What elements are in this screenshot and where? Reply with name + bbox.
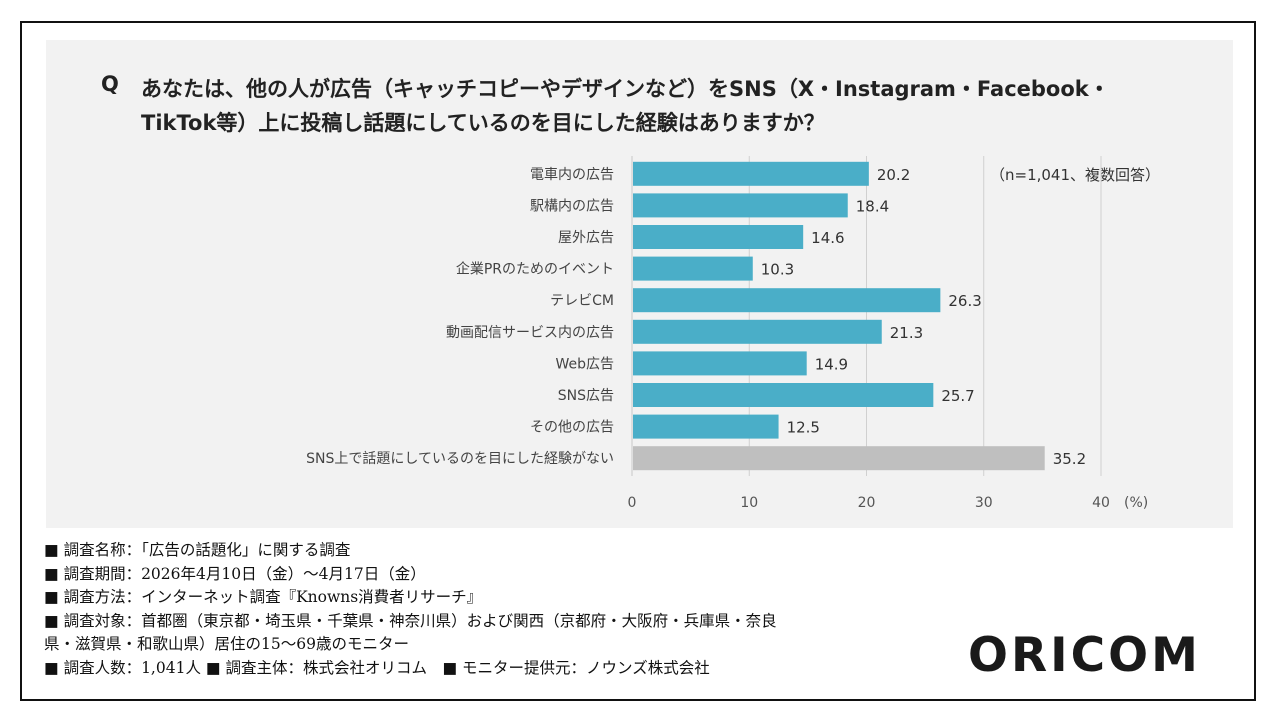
bar — [633, 414, 779, 439]
question-mark: Q — [101, 72, 119, 96]
category-label: 企業PRのためのイベント — [456, 261, 614, 278]
value-label: 12.5 — [787, 419, 820, 437]
company-logo: ORICOM — [968, 628, 1201, 683]
grid-lines — [631, 156, 1102, 476]
bar — [633, 193, 848, 218]
survey-name: ■ 調査名称：「広告の話題化」に関する調査 — [44, 541, 351, 559]
category-label: SNS広告 — [558, 388, 614, 404]
value-label: 14.9 — [815, 355, 848, 373]
bar — [633, 446, 1045, 471]
x-axis-ticks: 0 10 20 30 40 (%) — [628, 495, 1149, 511]
survey-method: ■ 調査方法：インターネット調査『Knowns消費者リサーチ』 — [44, 588, 483, 606]
value-label: 25.7 — [941, 387, 974, 405]
value-label: 26.3 — [948, 292, 981, 310]
bar — [633, 225, 804, 249]
category-label: SNS上で話題にしているのを目にした経験がない — [306, 450, 614, 467]
bars — [633, 161, 1045, 471]
sample-note: （n=1,041、複数回答） — [990, 166, 1161, 184]
category-label: その他の広告 — [530, 420, 614, 436]
value-label: 35.2 — [1053, 450, 1086, 468]
survey-period: ■ 調査期間：2026年4月10日（金）～4月17日（金） — [44, 564, 426, 583]
survey-info: ■ 調査名称：「広告の話題化」に関する調査 ■ 調査期間：2026年4月10日（… — [44, 539, 944, 680]
value-labels: 20.2 18.4 14.6 10.3 26.3 21.3 14.9 25.7 12.5 35.2 — [761, 166, 1086, 468]
question-line-1: あなたは、他の人が広告（キャッチコピーやデザインなど）をSNS（X・Instag… — [141, 77, 1110, 101]
category-label: Web広告 — [555, 356, 614, 372]
x-tick-label: 40 — [1092, 495, 1110, 511]
survey-target: ■ 調査対象：首都圏（東京都・埼玉県・千葉県・神奈川県）および関西（京都府・大阪… — [44, 611, 777, 630]
value-label: 21.3 — [890, 324, 923, 342]
survey-count: ■ 調査人数：1,041人 ■ 調査主体：株式会社オリコム ■ モニター提供元：… — [44, 658, 710, 677]
category-label: 屋外広告 — [558, 230, 614, 246]
category-label: 動画配信サービス内の広告 — [446, 325, 614, 341]
x-tick-label: 10 — [740, 495, 758, 511]
category-label: 駅構内の広告 — [530, 198, 614, 214]
bar — [633, 383, 934, 407]
value-label: 14.6 — [811, 229, 844, 247]
category-label: 電車内の広告 — [530, 166, 614, 183]
bar — [633, 319, 882, 344]
value-label: 10.3 — [761, 261, 794, 279]
x-tick-label: 20 — [858, 495, 876, 511]
bar — [633, 161, 869, 186]
question-text: あなたは、他の人が広告（キャッチコピーやデザインなど）をSNS（X・Instag… — [141, 72, 1221, 140]
bar — [633, 351, 807, 376]
bar — [633, 256, 753, 281]
x-axis-unit: (%) — [1124, 495, 1148, 511]
x-tick-label: 30 — [975, 495, 993, 511]
value-label: 20.2 — [877, 166, 910, 184]
category-label: テレビCM — [550, 293, 614, 309]
value-label: 18.4 — [856, 197, 889, 215]
survey-target-cont: 県・滋賀県・和歌山県）居住の15～69歳のモニター — [44, 635, 409, 653]
bar — [633, 288, 941, 313]
x-tick-label: 0 — [628, 495, 637, 511]
question-line-2: TikTok等）上に投稿し話題にしているのを目にした経験はありますか？ — [141, 111, 825, 135]
